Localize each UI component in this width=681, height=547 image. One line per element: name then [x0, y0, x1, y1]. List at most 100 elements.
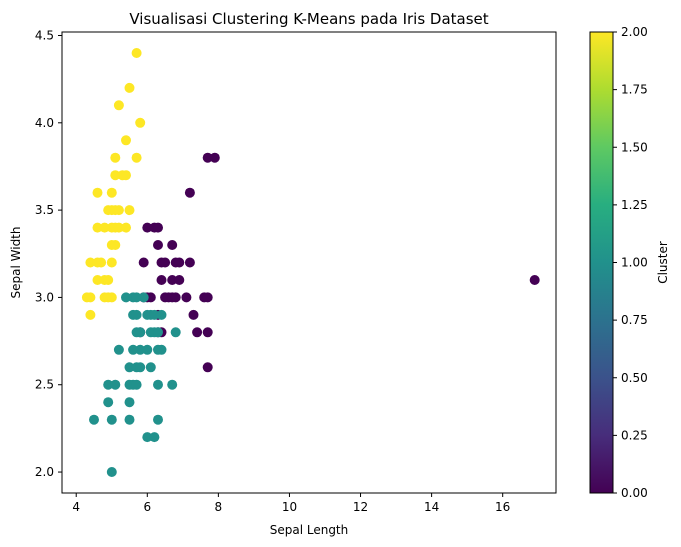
colorbar-tick-label: 1.25 — [621, 198, 648, 212]
scatter-point — [110, 379, 121, 390]
scatter-point — [170, 327, 181, 338]
scatter-point — [209, 152, 220, 163]
scatter-point — [92, 222, 103, 233]
scatter-point — [106, 414, 117, 425]
y-tick-label: 2.5 — [35, 378, 54, 392]
scatter-point — [160, 257, 171, 268]
scatter-point — [202, 292, 213, 303]
scatter-point — [142, 432, 153, 443]
scatter-point — [113, 205, 124, 216]
scatter-point — [124, 82, 135, 93]
scatter-point — [92, 187, 103, 198]
scatter-point — [174, 275, 185, 285]
scatter-point — [153, 414, 163, 425]
scatter-point — [128, 344, 139, 355]
scatter-point — [145, 362, 156, 373]
y-tick-label: 3.0 — [35, 290, 54, 304]
colorbar-ticks: 0.00 0.25 0.50 0.75 1.00 1.25 1.50 1.75 2.00 — [613, 25, 648, 500]
scatter-point — [135, 344, 146, 355]
scatter-point — [156, 344, 167, 355]
scatter-point — [181, 292, 192, 303]
scatter-point — [121, 222, 131, 233]
scatter-point — [142, 344, 153, 355]
scatter-point — [170, 292, 181, 303]
scatter-point — [113, 222, 124, 233]
x-tick-label: 16 — [495, 500, 510, 514]
scatter-point — [202, 362, 213, 373]
plot-area-frame — [61, 31, 557, 494]
scatter-point — [149, 309, 160, 320]
scatter-points — [81, 48, 540, 477]
scatter-point — [106, 467, 117, 477]
y-axis-ticks: 2.0 2.5 3.0 3.5 4.0 4.5 — [35, 28, 62, 479]
scatter-point — [85, 257, 96, 268]
scatter-point — [174, 257, 185, 268]
scatter-point — [167, 379, 178, 390]
colorbar — [589, 31, 614, 494]
scatter-point — [529, 275, 540, 285]
x-axis-ticks: 4 6 8 10 12 14 16 — [72, 493, 510, 514]
x-tick-label: 14 — [424, 500, 439, 514]
scatter-point — [110, 170, 121, 181]
scatter-point — [106, 187, 117, 198]
scatter-point — [124, 397, 135, 408]
scatter-point — [135, 327, 146, 338]
scatter-point — [167, 240, 178, 250]
scatter-point — [188, 309, 199, 320]
scatter-point — [121, 292, 131, 303]
scatter-point — [113, 344, 124, 355]
scatter-point — [135, 362, 146, 373]
scatter-point — [110, 152, 121, 163]
scatter-point — [142, 222, 153, 233]
y-tick-label: 4.5 — [35, 28, 54, 42]
scatter-point — [96, 257, 107, 268]
scatter-point — [124, 379, 135, 390]
scatter-point — [167, 275, 178, 285]
scatter-point — [103, 397, 114, 408]
scatter-point — [106, 257, 117, 268]
scatter-point — [99, 222, 110, 233]
scatter-point — [138, 292, 149, 303]
colorbar-tick-label: 0.00 — [621, 486, 648, 500]
scatter-point — [202, 327, 213, 338]
scatter-point — [145, 292, 156, 303]
colorbar-tick-label: 2.00 — [621, 25, 648, 39]
y-axis-label: Sepal Width — [9, 227, 23, 299]
scatter-point — [131, 309, 142, 320]
scatter-point — [121, 135, 131, 146]
x-tick-label: 12 — [353, 500, 368, 514]
scatter-point — [192, 327, 203, 338]
colorbar-tick-label: 0.75 — [621, 313, 648, 327]
scatter-point — [156, 275, 167, 285]
scatter-point — [92, 275, 103, 285]
scatter-point — [153, 327, 163, 338]
colorbar-tick-label: 0.50 — [621, 371, 648, 385]
scatter-point — [153, 240, 163, 250]
scatter-point — [106, 292, 117, 303]
x-tick-label: 4 — [72, 500, 80, 514]
scatter-point — [103, 379, 114, 390]
x-tick-label: 6 — [143, 500, 151, 514]
scatter-point — [184, 187, 195, 198]
y-tick-label: 2.0 — [35, 465, 54, 479]
colorbar-label: Cluster — [656, 241, 670, 284]
scatter-point — [153, 222, 163, 233]
y-tick-label: 3.5 — [35, 203, 54, 217]
colorbar-tick-label: 1.50 — [621, 140, 648, 154]
x-tick-label: 8 — [215, 500, 223, 514]
scatter-point — [131, 292, 142, 303]
scatter-point — [110, 240, 121, 250]
scatter-point — [121, 170, 131, 181]
scatter-point — [124, 414, 135, 425]
scatter-point — [202, 152, 213, 163]
scatter-point — [124, 362, 135, 373]
scatter-point — [124, 205, 135, 216]
scatter-point — [153, 379, 163, 390]
scatter-point — [156, 309, 167, 320]
x-tick-label: 10 — [282, 500, 297, 514]
colorbar-tick-label: 0.25 — [621, 428, 648, 442]
scatter-point — [113, 100, 124, 111]
scatter-point — [135, 117, 146, 128]
scatter-point — [89, 414, 99, 425]
